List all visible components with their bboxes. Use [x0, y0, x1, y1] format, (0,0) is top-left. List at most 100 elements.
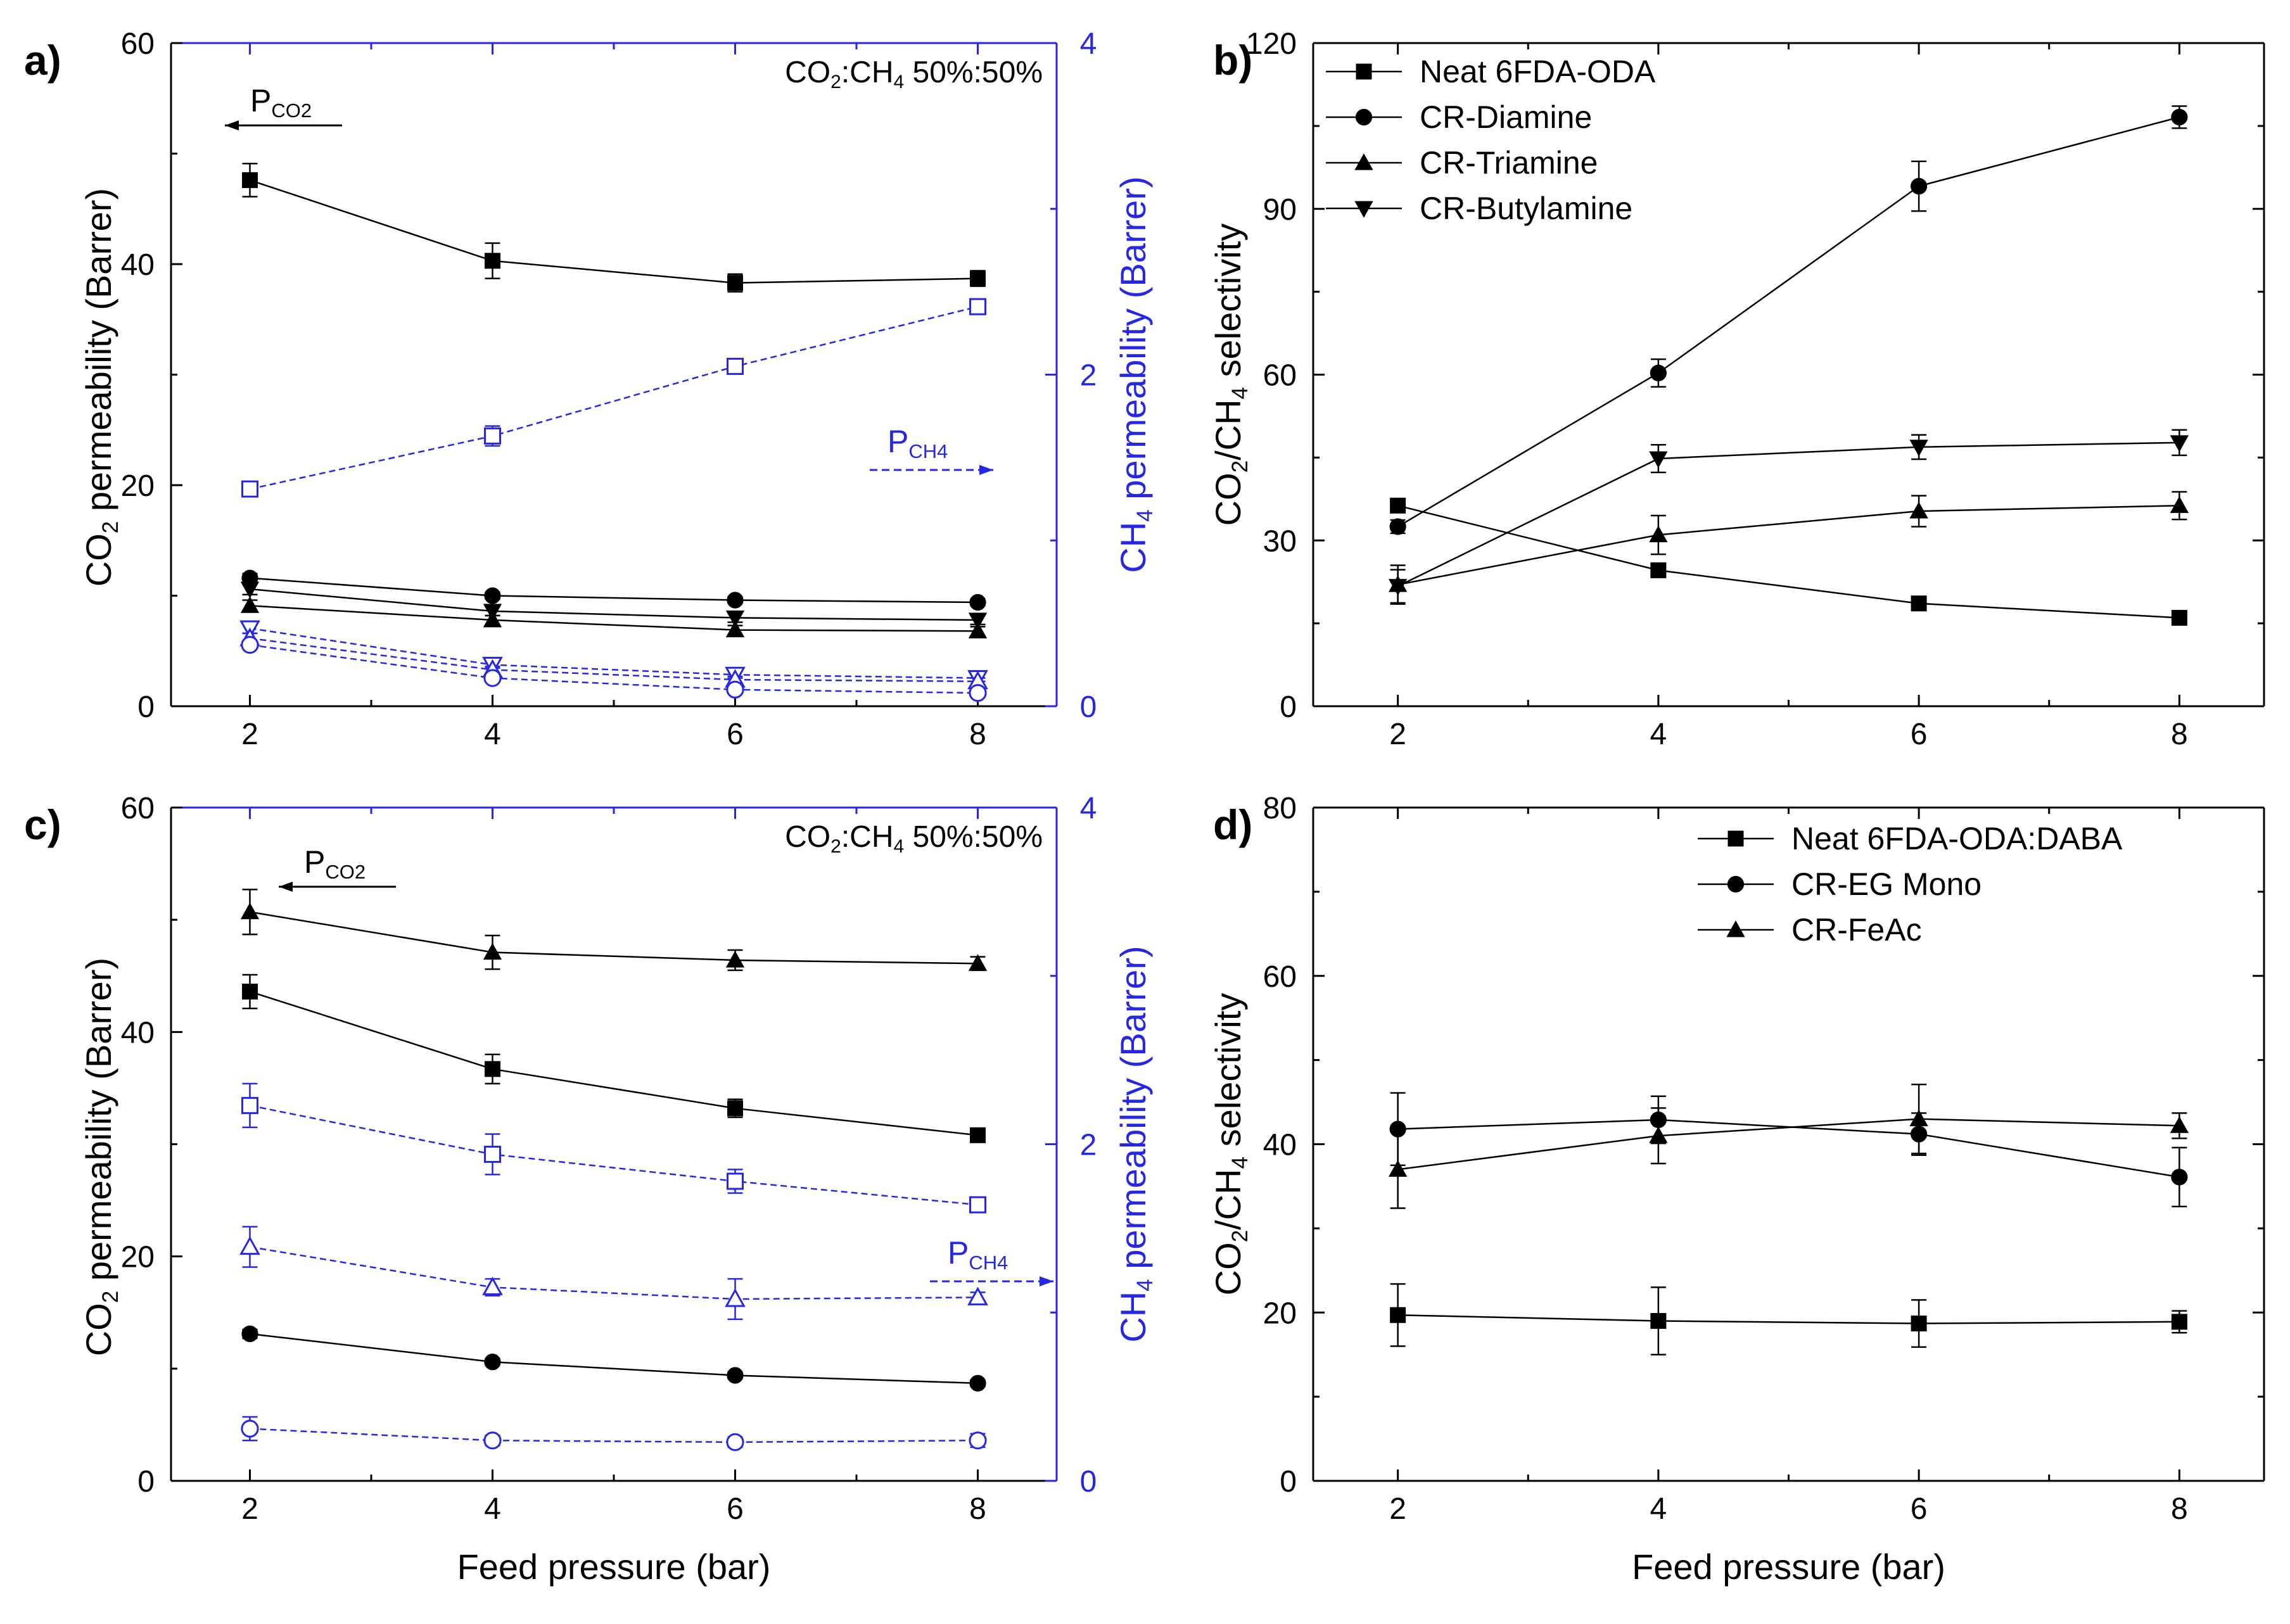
data-point: [484, 587, 501, 604]
y-tick-label: 0: [137, 690, 155, 724]
legend-label: CR-EG Mono: [1791, 866, 1981, 902]
y-right-tick-label: 0: [1080, 690, 1097, 724]
series-square: [1390, 1283, 2187, 1355]
left-axis-arrow: [279, 882, 396, 892]
x-tick-label: 8: [969, 1492, 986, 1526]
data-point: [2170, 435, 2189, 452]
series-line: [250, 604, 978, 632]
series-line: [1397, 1118, 2180, 1170]
legend-item: CR-Triamine: [1326, 145, 1598, 181]
y-tick-label: 30: [1263, 524, 1297, 558]
y-tick-label: 60: [1263, 960, 1297, 994]
data-point: [1649, 451, 1668, 468]
legend-item: CR-EG Mono: [1698, 866, 1981, 902]
panel-label: a): [24, 37, 61, 84]
series-square: [241, 162, 986, 293]
data-point: [483, 611, 502, 628]
y-tick-label: 20: [1263, 1297, 1297, 1330]
p-co2-label: PCO2: [250, 83, 312, 122]
data-point: [484, 1354, 501, 1371]
data-point: [726, 680, 744, 699]
data-point: [726, 1433, 744, 1451]
series-circle: [241, 569, 986, 611]
feed-composition-annotation: CO2:CH4 50%:50%: [785, 820, 1043, 857]
series-square: [1390, 497, 2187, 626]
legend-marker: [1356, 63, 1372, 80]
data-point: [1390, 497, 1406, 514]
y-tick-label: 40: [121, 248, 155, 282]
data-point: [727, 357, 744, 375]
data-point: [727, 592, 744, 609]
y-tick-label: 0: [1280, 1465, 1297, 1499]
series-line: [1397, 1119, 2180, 1178]
x-tick-label: 4: [484, 1492, 501, 1526]
legend-marker: [1727, 830, 1744, 847]
x-tick-label: 2: [1389, 1492, 1406, 1526]
legend: Neat 6FDA-ODA:DABA CR-EG Mono CR-FeAc: [1698, 821, 2123, 948]
data-point: [727, 1367, 744, 1384]
series-line: [250, 305, 978, 490]
data-point: [967, 1286, 988, 1305]
series-line: [250, 644, 978, 694]
x-tick-label: 6: [1911, 718, 1928, 751]
legend-marker: [1355, 108, 1373, 126]
data-point: [968, 621, 988, 638]
panel-label: c): [24, 801, 61, 848]
y-tick-label: 20: [121, 1241, 155, 1274]
series-line: [1397, 116, 2180, 528]
y-right-tick-label: 4: [1080, 27, 1097, 61]
series-line: [250, 627, 978, 679]
series-line: [250, 1428, 978, 1443]
data-point: [1911, 177, 1928, 195]
data-point: [725, 951, 745, 968]
y-tick-label: 0: [1280, 690, 1297, 724]
data-point: [241, 1419, 259, 1438]
data-point: [970, 1127, 986, 1143]
series-circle: [1389, 1092, 2188, 1208]
data-point: [1911, 595, 1927, 612]
data-point: [240, 581, 260, 599]
x-tick-label: 4: [1650, 1492, 1667, 1526]
data-point: [2171, 1314, 2187, 1330]
y-tick-label: 40: [1263, 1129, 1297, 1162]
series-triangle: [1389, 1083, 2189, 1209]
y-axis-label: CO2/CH4 selectivity: [1208, 224, 1252, 526]
y-tick-label: 60: [1263, 359, 1297, 393]
data-point: [1650, 1313, 1667, 1329]
series-square-ch4: [241, 298, 987, 498]
x-axis-label: Feed pressure (bar): [457, 1547, 771, 1587]
data-point: [484, 1061, 500, 1077]
data-point: [241, 636, 259, 654]
data-point: [1649, 525, 1668, 543]
x-tick-label: 4: [1650, 718, 1667, 751]
series-line: [1397, 441, 2180, 587]
panel-label: d): [1213, 801, 1252, 848]
data-point: [969, 1196, 987, 1214]
right-axis-arrow: [930, 1276, 1053, 1286]
data-point: [727, 1100, 744, 1117]
data-point: [969, 593, 986, 611]
data-point: [483, 942, 502, 960]
data-point: [968, 612, 988, 630]
x-tick-label: 6: [727, 1492, 744, 1526]
legend-label: CR-Triamine: [1420, 145, 1598, 181]
y-right-tick-label: 4: [1080, 792, 1097, 825]
data-point: [969, 1431, 987, 1450]
data-point: [484, 253, 500, 269]
data-point: [483, 669, 502, 687]
series-line: [250, 637, 978, 682]
x-tick-label: 2: [1389, 718, 1406, 751]
data-point: [1389, 518, 1406, 535]
series-triangle-ch4: [239, 1226, 988, 1321]
data-point: [1911, 1316, 1927, 1332]
legend-label: CR-Butylamine: [1420, 191, 1632, 226]
data-point: [1909, 1109, 1928, 1127]
data-point: [241, 1096, 258, 1114]
legend-label: CR-FeAc: [1791, 912, 1922, 948]
data-point: [2170, 1116, 2189, 1133]
data-point: [240, 596, 260, 613]
data-point: [482, 1276, 503, 1295]
data-point: [969, 298, 987, 315]
